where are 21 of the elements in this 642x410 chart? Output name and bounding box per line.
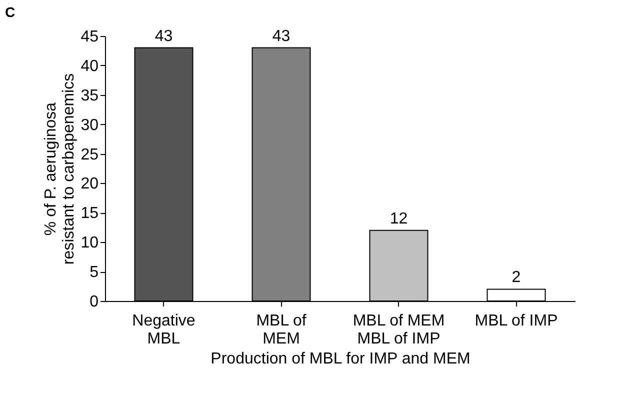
y-tick-label: 10	[80, 234, 99, 252]
data-label: 43	[272, 28, 290, 45]
data-label: 2	[512, 269, 521, 286]
y-tick-label: 45	[80, 28, 99, 46]
chart-title: C	[5, 4, 16, 20]
x-axis-title: Production of MBL for IMP and MEM	[210, 350, 470, 368]
y-tick-label: 25	[80, 146, 99, 164]
data-label: 12	[390, 210, 408, 228]
y-tick-label: 35	[80, 87, 99, 104]
y-tick-label: 20	[80, 176, 99, 193]
x-tick-label: MBL of IMP	[474, 312, 558, 330]
x-tick-label: MBL of MEM	[256, 312, 307, 348]
x-tick-label: MBL of MEM MBL of IMP	[352, 312, 445, 348]
y-tick-label: 0	[90, 294, 99, 310]
data-label: 43	[154, 28, 173, 45]
x-tick-label: Negative MBL	[132, 312, 196, 348]
y-tick-label: 5	[90, 264, 99, 282]
y-tick-label: 30	[80, 116, 99, 134]
y-axis-title: % of P. aeruginosa resistant to carbapenemics	[42, 73, 78, 265]
y-tick-label: 15	[80, 205, 99, 222]
y-tick-label: 40	[80, 58, 99, 75]
